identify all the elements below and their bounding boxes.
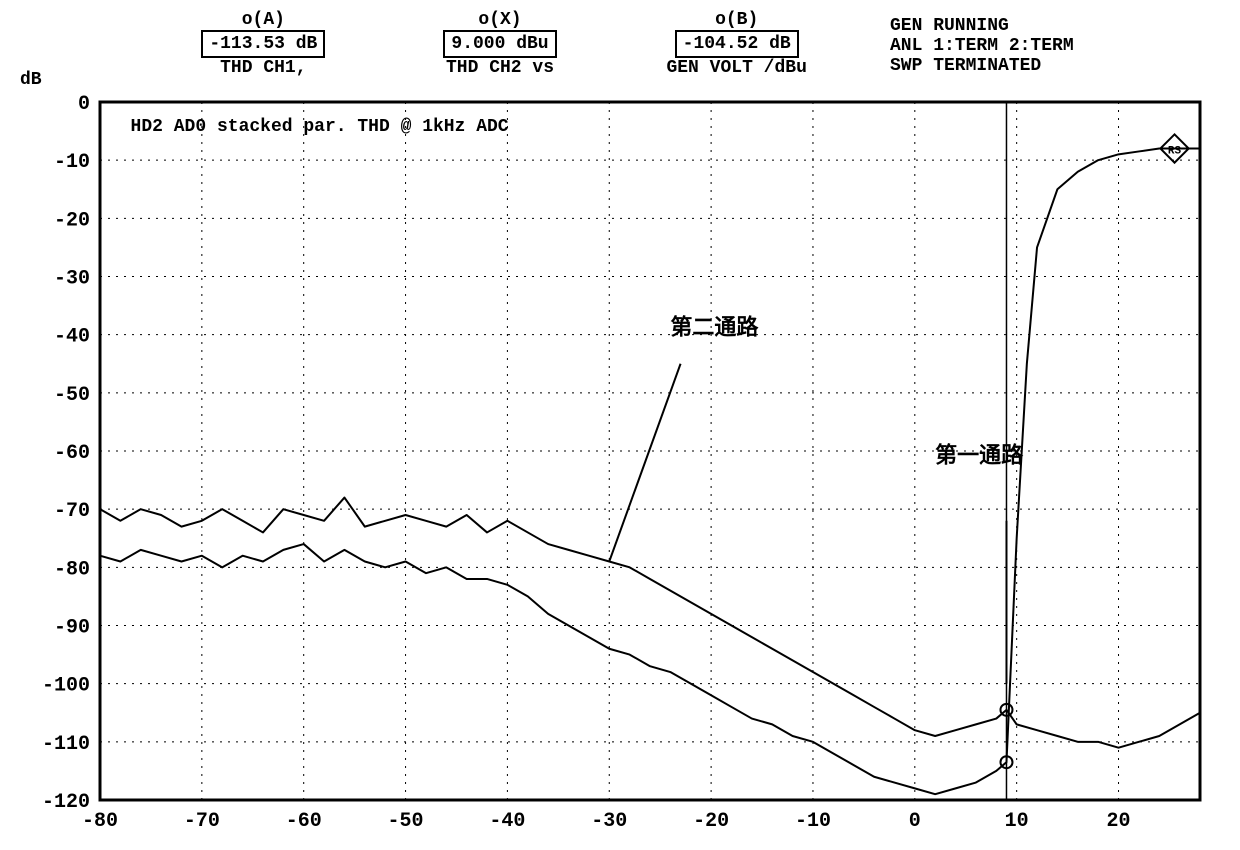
cursor-a-sub: THD CH1,: [160, 58, 367, 78]
cursor-x-value: 9.000 dBu: [443, 30, 556, 58]
label-ch1: 第一通路: [935, 443, 1024, 468]
svg-text:-30: -30: [54, 268, 90, 291]
svg-text:20: 20: [1107, 810, 1131, 833]
svg-text:10: 10: [1005, 810, 1029, 833]
cursor-b-value: -104.52 dB: [675, 30, 799, 58]
cursor-b-block: o(B) -104.52 dB GEN VOLT /dBu: [633, 10, 840, 78]
svg-text:-40: -40: [489, 810, 525, 833]
label-ch2: 第二通路: [670, 315, 759, 340]
svg-text:-80: -80: [54, 558, 90, 581]
cursor-a-value: -113.53 dB: [201, 30, 325, 58]
y-axis-label: dB: [20, 70, 42, 90]
cursor-b-sub: GEN VOLT /dBu: [633, 58, 840, 78]
thd-chart: 0-10-20-30-40-50-60-70-80-90-100-110-120…: [10, 90, 1230, 850]
svg-text:-40: -40: [54, 326, 90, 349]
chart-title: HD2 AD0 stacked par. THD @ 1kHz ADC: [131, 117, 509, 137]
svg-text:-110: -110: [42, 733, 90, 756]
status-line-2: ANL 1:TERM 2:TERM: [890, 36, 1074, 56]
svg-text:0: 0: [909, 810, 921, 833]
svg-text:-60: -60: [286, 810, 322, 833]
svg-text:0: 0: [78, 93, 90, 116]
svg-text:-60: -60: [54, 442, 90, 465]
svg-text:-90: -90: [54, 617, 90, 640]
svg-text:-20: -20: [693, 810, 729, 833]
cursor-b-label: o(B): [633, 10, 840, 30]
svg-text:-70: -70: [184, 810, 220, 833]
svg-text:-50: -50: [388, 810, 424, 833]
cursor-readouts: o(A) -113.53 dB THD CH1, o(X) 9.000 dBu …: [160, 10, 840, 78]
svg-text:-70: -70: [54, 500, 90, 523]
svg-text:-50: -50: [54, 384, 90, 407]
svg-text:-20: -20: [54, 209, 90, 232]
cursor-x-label: o(X): [397, 10, 604, 30]
status-line-1: GEN RUNNING: [890, 16, 1074, 36]
status-block: GEN RUNNING ANL 1:TERM 2:TERM SWP TERMIN…: [890, 16, 1074, 76]
cursor-x-block: o(X) 9.000 dBu THD CH2 vs: [397, 10, 604, 78]
svg-text:-80: -80: [82, 810, 118, 833]
svg-text:-30: -30: [591, 810, 627, 833]
svg-text:RS: RS: [1168, 146, 1182, 158]
cursor-a-block: o(A) -113.53 dB THD CH1,: [160, 10, 367, 78]
svg-text:-100: -100: [42, 675, 90, 698]
svg-text:-10: -10: [54, 151, 90, 174]
status-line-3: SWP TERMINATED: [890, 56, 1074, 76]
cursor-a-label: o(A): [160, 10, 367, 30]
svg-text:-10: -10: [795, 810, 831, 833]
cursor-x-sub: THD CH2 vs: [397, 58, 604, 78]
analyzer-screen: o(A) -113.53 dB THD CH1, o(X) 9.000 dBu …: [10, 10, 1230, 840]
